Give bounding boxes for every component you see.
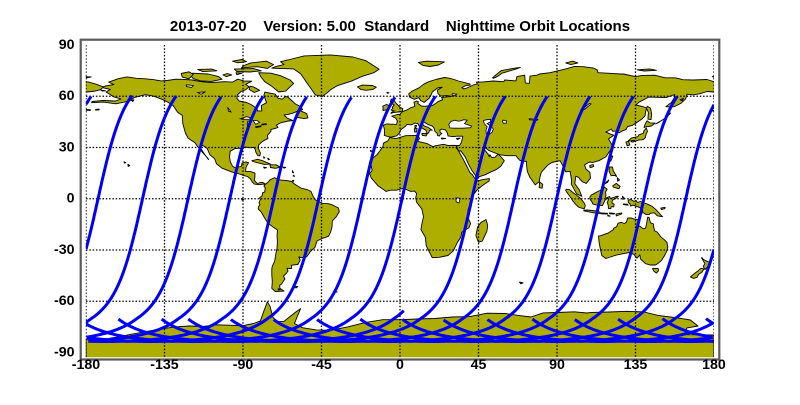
svg-text:-135: -135 xyxy=(150,357,179,373)
svg-text:-60: -60 xyxy=(54,293,75,309)
svg-text:-180: -180 xyxy=(72,357,101,373)
svg-text:90: 90 xyxy=(59,37,75,53)
svg-text:60: 60 xyxy=(59,88,75,104)
svg-text:30: 30 xyxy=(59,140,75,156)
svg-text:2013-07-20 Version: 5.00 S: 2013-07-20 Version: 5.00 Standard Nightt… xyxy=(170,18,630,35)
svg-text:0: 0 xyxy=(396,357,404,373)
svg-text:45: 45 xyxy=(471,357,487,373)
svg-text:-90: -90 xyxy=(233,357,254,373)
svg-text:90: 90 xyxy=(549,357,565,373)
svg-text:-30: -30 xyxy=(54,242,75,258)
svg-text:180: 180 xyxy=(702,357,726,373)
svg-text:0: 0 xyxy=(67,191,75,207)
svg-text:-45: -45 xyxy=(311,357,332,373)
svg-text:-90: -90 xyxy=(54,345,75,361)
svg-text:135: 135 xyxy=(624,357,648,373)
